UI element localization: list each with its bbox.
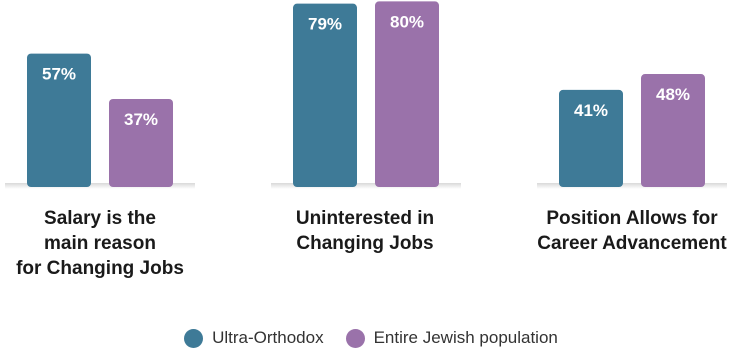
legend-item-entire-jewish: Entire Jewish population [345,328,558,348]
legend-swatch-entire-jewish [345,328,365,348]
data-label-advancement-ultra-orthodox: 41% [574,101,608,120]
legend-swatch-ultra-orthodox [184,328,204,348]
bar-advancement-ultra-orthodox [559,89,623,187]
legend-label-entire-jewish: Entire Jewish population [373,328,558,347]
baseline-shadow-advancement [537,183,727,189]
legend-label-ultra-orthodox: Ultra-Orthodox [212,328,324,347]
baseline-shadow-uninterested [271,183,461,189]
category-label-uninterested: Uninterested in Changing Jobs [295,208,435,254]
data-label-uninterested-ultra-orthodox: 79% [308,15,342,34]
baseline-shadow-salary [5,183,195,189]
data-label-salary-ultra-orthodox: 57% [42,65,76,84]
bar-uninterested-entire-jewish [375,1,439,188]
bar-salary-entire-jewish [109,99,173,187]
bar-advancement-entire-jewish [641,74,705,187]
data-label-advancement-entire-jewish: 48% [656,85,690,104]
legend-item-ultra-orthodox: Ultra-Orthodox [184,328,324,348]
bar-salary-ultra-orthodox [27,53,91,187]
legend: Ultra-Orthodox Entire Jewish population [0,328,742,348]
data-label-salary-entire-jewish: 37% [124,110,158,129]
category-label-salary: Salary is the main reason for Changing J… [16,208,184,279]
bar-uninterested-ultra-orthodox [293,3,357,188]
category-label-advancement: Position Allows for Career Advancement [537,208,727,254]
data-label-uninterested-entire-jewish: 80% [390,12,424,31]
bar-chart: 57% 37% 79% 80% 41% 48% [5,1,727,189]
